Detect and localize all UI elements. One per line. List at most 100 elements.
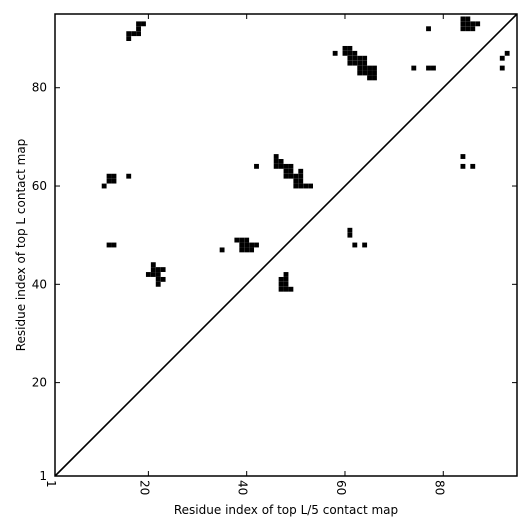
contact-cell	[136, 21, 141, 27]
contact-cell	[239, 237, 245, 243]
contact-cell	[288, 168, 294, 174]
contact-cell	[298, 178, 304, 184]
contact-cell	[347, 60, 353, 66]
contact-cell	[249, 242, 255, 248]
diagonal-line	[54, 13, 518, 477]
y-tick-label: 60	[32, 179, 47, 193]
contact-cell	[283, 276, 289, 282]
contact-cell	[470, 26, 476, 32]
contact-cell	[308, 183, 313, 189]
contact-cell	[357, 70, 363, 76]
contact-cell	[362, 60, 368, 66]
contact-cell	[111, 242, 117, 248]
contact-cell	[273, 159, 279, 164]
contact-cell	[465, 16, 471, 22]
contact-cell	[475, 21, 481, 27]
contact-cell	[111, 178, 117, 184]
contact-cell	[288, 173, 294, 179]
contact-cell	[362, 55, 368, 61]
contact-cell	[234, 237, 240, 243]
contact-cell	[244, 247, 250, 253]
contact-cell	[283, 163, 289, 169]
contact-cell	[470, 21, 476, 27]
contact-cell	[136, 26, 141, 32]
contact-cell	[239, 242, 245, 248]
contact-cell	[283, 286, 289, 292]
contact-cell	[155, 276, 161, 282]
contact-cell	[504, 50, 510, 56]
contact-cell	[367, 70, 372, 76]
contact-cell	[293, 173, 299, 179]
contact-cell	[347, 232, 353, 238]
contact-cell	[273, 163, 279, 169]
contact-cell	[352, 55, 358, 61]
contact-cell	[426, 26, 431, 32]
contact-cell	[283, 272, 289, 277]
contact-cell	[357, 65, 363, 71]
y-axis-label: Residue index of top L contact map	[14, 139, 28, 352]
contact-cell	[254, 163, 259, 169]
x-tick-label: 60	[334, 480, 348, 495]
y-tick-label: 1	[39, 469, 47, 483]
contact-cell	[239, 247, 245, 253]
contact-cell	[465, 21, 471, 27]
contact-cell	[141, 21, 146, 27]
x-tick-label: 20	[137, 480, 151, 495]
contact-cell	[150, 272, 156, 277]
contact-cell	[347, 227, 353, 233]
y-tick-label: 40	[32, 277, 47, 291]
x-axis-label: Residue index of top L/5 contact map	[174, 503, 398, 517]
contact-cell	[347, 45, 353, 51]
contact-cell	[219, 247, 225, 253]
contact-cell	[372, 65, 377, 71]
contact-cell	[101, 183, 107, 189]
contact-cell	[288, 286, 294, 292]
contact-cell	[303, 183, 309, 189]
y-tick-label: 80	[32, 81, 47, 95]
contact-cell	[298, 173, 304, 179]
contact-cell	[155, 272, 161, 277]
contact-cell	[273, 154, 279, 159]
contact-cell	[298, 183, 304, 189]
contact-cell	[367, 75, 372, 81]
contact-cell	[411, 65, 417, 71]
contact-cell	[126, 173, 132, 179]
contact-cell	[106, 242, 112, 248]
contact-cell	[357, 55, 363, 61]
contact-cell	[160, 267, 166, 272]
contact-cell	[342, 45, 348, 51]
contact-cell	[347, 55, 353, 61]
contact-cell	[106, 173, 112, 179]
contact-cell	[347, 50, 353, 56]
contact-cell	[150, 262, 156, 268]
contact-cell	[460, 26, 466, 32]
contact-cell	[352, 60, 358, 66]
contact-cell	[244, 237, 250, 243]
axis-ticks: 1 20 40 60 80 1 20 40 60 80	[32, 14, 517, 495]
contact-cell	[460, 21, 466, 27]
contact-cell	[460, 163, 466, 169]
contact-cell	[106, 178, 112, 184]
contact-cell	[362, 65, 368, 71]
contact-cells	[101, 16, 510, 292]
contact-cell	[352, 50, 358, 56]
contact-cell	[155, 281, 161, 287]
contact-cell	[357, 60, 363, 66]
contact-cell	[372, 70, 377, 76]
contact-cell	[155, 267, 161, 272]
contact-cell	[126, 31, 132, 37]
contact-cell	[426, 65, 431, 71]
contact-cell	[278, 276, 284, 282]
x-tick-label: 1	[44, 480, 58, 488]
contact-cell	[372, 75, 377, 81]
contact-cell	[460, 154, 466, 159]
contact-cell	[298, 168, 304, 174]
contact-cell	[136, 31, 141, 37]
contact-cell	[111, 173, 117, 179]
contact-cell	[342, 50, 348, 56]
contact-cell	[367, 65, 372, 71]
contact-cell	[278, 281, 284, 287]
contact-cell	[278, 163, 284, 169]
x-tick-label: 40	[236, 480, 250, 495]
